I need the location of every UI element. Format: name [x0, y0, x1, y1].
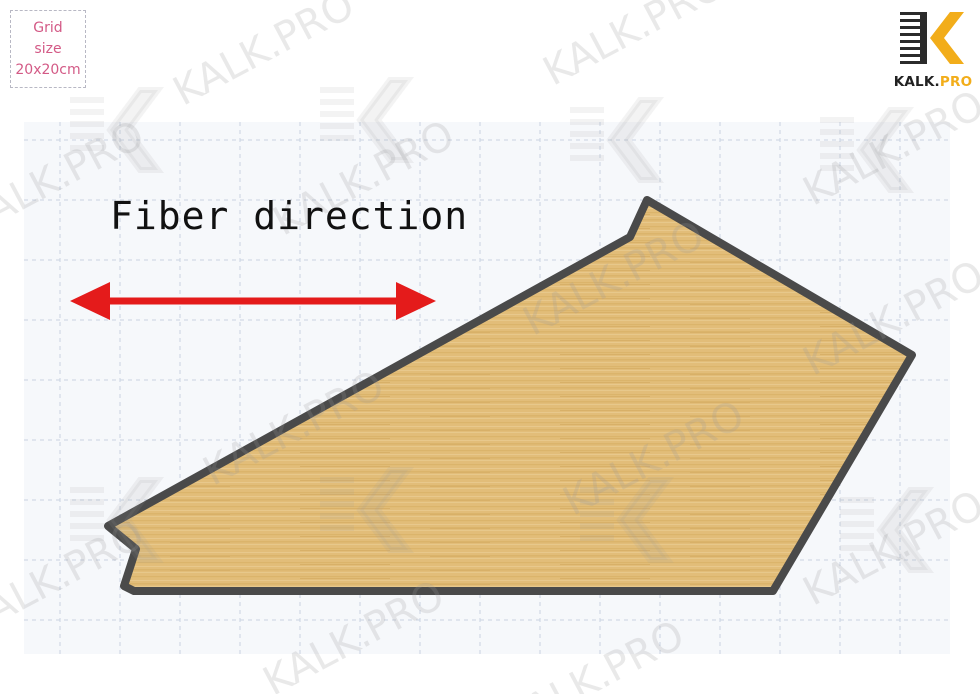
arrow-head-left [70, 282, 110, 320]
watermark-text: KALK.PRO [166, 0, 362, 115]
watermark-logo-icon [320, 77, 414, 163]
wooden-panel [104, 196, 916, 595]
logo-dot: . [934, 74, 940, 90]
logo-wordmark: KALK.PRO [892, 74, 974, 90]
fiber-direction-caption: Fiber direction [110, 194, 469, 238]
watermark-logo-icon [580, 477, 674, 563]
grid-badge-line-1: Grid [33, 19, 63, 36]
fiber-direction-arrow [70, 282, 436, 320]
watermark-logo-icon [820, 107, 914, 193]
watermark-logo-icon [570, 97, 664, 183]
arrow-head-right [396, 282, 436, 320]
grid-badge-line-2: size [34, 40, 62, 57]
grid-size-badge: Grid size 20x20cm [10, 10, 86, 88]
kalk-pro-logo: KALK.PRO [892, 8, 974, 94]
watermark-logo-icon [840, 487, 934, 573]
logo-suffix: PRO [939, 74, 973, 90]
watermark-logo-icon [70, 477, 164, 563]
kalk-logo-icon [900, 12, 964, 64]
watermark-logo-icon [70, 87, 164, 173]
grid-badge-line-3: 20x20cm [15, 61, 81, 78]
watermark-text: KALK.PRO [536, 0, 732, 95]
panel-outline [104, 196, 916, 595]
watermark-logo-icon [320, 467, 414, 553]
logo-brand: KALK [893, 74, 935, 90]
